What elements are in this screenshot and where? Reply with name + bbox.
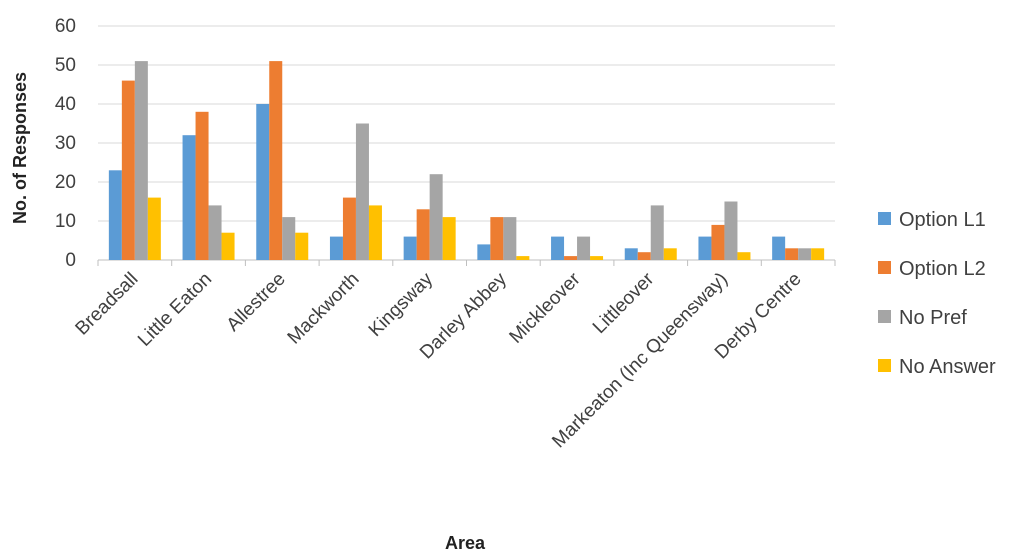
bars (108, 61, 825, 260)
bar-no-answer (811, 248, 825, 260)
y-tick-label: 10 (55, 211, 76, 232)
category-label: Breadsall (72, 269, 143, 340)
bar-no-answer (737, 252, 751, 260)
bar-option-l2 (785, 248, 799, 260)
bar-option-l1 (256, 104, 270, 260)
y-tick-label: 20 (55, 172, 76, 193)
bar-option-l2 (416, 209, 430, 260)
x-axis (97, 260, 836, 266)
category-label: Mackworth (284, 269, 364, 349)
y-tick-label: 30 (55, 133, 76, 154)
category-label: Little Eaton (134, 269, 216, 351)
bar-option-l1 (403, 236, 417, 260)
bar-no-pref (429, 174, 443, 260)
bar-no-pref (134, 61, 148, 260)
bar-no-answer (147, 197, 161, 260)
legend-label: Option L2 (899, 258, 986, 280)
bar-option-l1 (477, 244, 491, 260)
y-axis-title: No. of Responses (10, 72, 30, 224)
bar-option-l1 (772, 236, 786, 260)
y-tick-labels: 0 10 20 30 40 50 60 (55, 16, 76, 271)
bar-no-answer (590, 256, 604, 260)
bar-no-answer (295, 232, 309, 260)
bar-option-l2 (342, 197, 356, 260)
bar-no-pref (798, 248, 812, 260)
y-tick-label: 60 (55, 16, 76, 37)
bar-no-answer (663, 248, 677, 260)
bar-option-l1 (329, 236, 343, 260)
y-tick-label: 50 (55, 55, 76, 76)
bar-no-pref (577, 236, 591, 260)
legend-label: No Answer (899, 356, 996, 378)
bar-no-pref (355, 123, 369, 260)
bar-option-l2 (711, 224, 725, 260)
bar-no-answer (516, 256, 530, 260)
bar-option-l1 (624, 248, 638, 260)
bar-no-pref (724, 201, 738, 260)
bar-option-l2 (490, 217, 504, 260)
bar-no-answer (442, 217, 456, 260)
category-label: Littleover (589, 268, 659, 338)
bar-option-l1 (108, 170, 122, 260)
category-label: Mickleover (506, 268, 586, 348)
bar-option-l2 (195, 111, 209, 260)
bar-no-pref (282, 217, 296, 260)
legend-swatch (878, 212, 891, 225)
legend-label: No Pref (899, 307, 967, 329)
bar-no-pref (650, 205, 664, 260)
legend: Option L1 Option L2 No Pref No Answer (878, 209, 996, 378)
bar-no-pref (503, 217, 517, 260)
bar-option-l2 (269, 61, 283, 260)
y-tick-label: 0 (65, 250, 76, 271)
y-tick-label: 40 (55, 94, 76, 115)
category-label: Kingsway (365, 268, 438, 341)
legend-swatch (878, 310, 891, 323)
bar-no-pref (208, 205, 222, 260)
x-axis-title: Area (445, 533, 486, 553)
legend-swatch (878, 359, 891, 372)
bar-no-answer (368, 205, 382, 260)
legend-swatch (878, 261, 891, 274)
bar-option-l2 (121, 80, 135, 260)
bar-option-l2 (564, 256, 578, 260)
bar-option-l1 (551, 236, 565, 260)
category-label: Allestree (223, 269, 290, 336)
bar-option-l1 (182, 135, 196, 260)
legend-label: Option L1 (899, 209, 986, 231)
bar-option-l2 (637, 252, 651, 260)
bar-no-answer (221, 232, 235, 260)
bar-option-l1 (698, 236, 712, 260)
